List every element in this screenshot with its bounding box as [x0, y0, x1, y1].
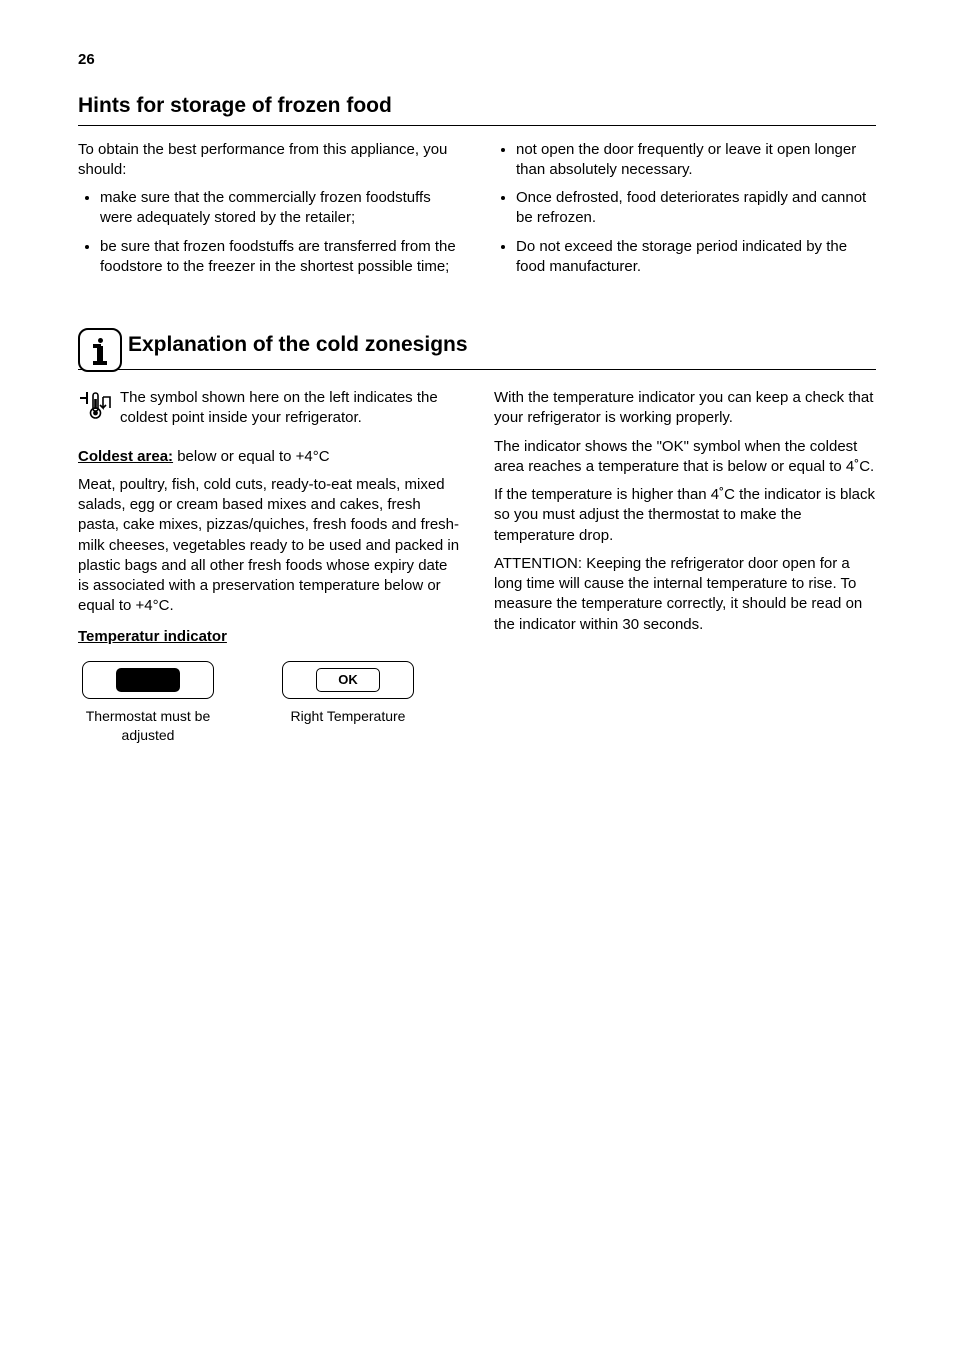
right-p3: If the temperature is higher than 4˚C th…: [494, 485, 876, 546]
coldest-label: Coldest area:: [78, 448, 173, 465]
section2-right-col: With the temperature indicator you can k…: [494, 388, 876, 745]
section2-left-col: The symbol shown here on the left indica…: [78, 388, 460, 745]
section2-columns: The symbol shown here on the left indica…: [78, 388, 876, 745]
indicator-box-outer: [82, 661, 214, 699]
section1-columns: To obtain the best performance from this…: [78, 140, 876, 286]
section1-left-col: To obtain the best performance from this…: [78, 140, 460, 286]
intro-text: To obtain the best performance from this…: [78, 140, 460, 181]
indicator-right: OK Right Temperature: [278, 661, 418, 745]
heading-explanation: Explanation of the cold zonesigns: [128, 331, 468, 363]
section2-heading-wrap: Explanation of the cold zonesigns: [78, 325, 876, 370]
right-p4: ATTENTION: Keeping the refrigerator door…: [494, 554, 876, 635]
right-p1: With the temperature indicator you can k…: [494, 388, 876, 429]
indicator-row: Thermostat must be adjusted OK Right Tem…: [78, 661, 460, 745]
bullet-item: make sure that the commercially frozen f…: [100, 188, 460, 229]
ok-label: OK: [338, 671, 358, 689]
indicator-box-inner-dark: [116, 668, 180, 692]
bullet-item: not open the door frequently or leave it…: [516, 140, 876, 181]
right-p2: The indicator shows the "OK" symbol when…: [494, 437, 876, 478]
coldest-area-line: Coldest area: below or equal to +4°C: [78, 447, 460, 467]
info-icon: [78, 328, 122, 372]
indicator-right-label: Right Temperature: [291, 707, 406, 726]
temp-indicator-heading: Temperatur indicator: [78, 628, 227, 645]
indicator-box-outer: OK: [282, 661, 414, 699]
left-bullets: make sure that the commercially frozen f…: [78, 188, 460, 277]
indicator-adjust-label: Thermostat must be adjusted: [78, 707, 218, 745]
heading-hints: Hints for storage of frozen food: [78, 92, 876, 125]
cold-symbol-block: The symbol shown here on the left indica…: [78, 388, 460, 437]
indicator-adjust: Thermostat must be adjusted: [78, 661, 218, 745]
bullet-item: Do not exceed the storage period indicat…: [516, 237, 876, 278]
bullet-item: Once defrosted, food deteriorates rapidl…: [516, 188, 876, 229]
page-number: 26: [78, 50, 876, 70]
thermometer-down-icon: [78, 390, 112, 424]
indicator-box-inner-ok: OK: [316, 668, 380, 692]
symbol-text: The symbol shown here on the left indica…: [120, 388, 460, 429]
section1-right-col: not open the door frequently or leave it…: [494, 140, 876, 286]
coldest-value: below or equal to +4°C: [173, 448, 330, 465]
right-bullets: not open the door frequently or leave it…: [494, 140, 876, 278]
bullet-item: be sure that frozen foodstuffs are trans…: [100, 237, 460, 278]
foods-paragraph: Meat, poultry, fish, cold cuts, ready-to…: [78, 475, 460, 617]
